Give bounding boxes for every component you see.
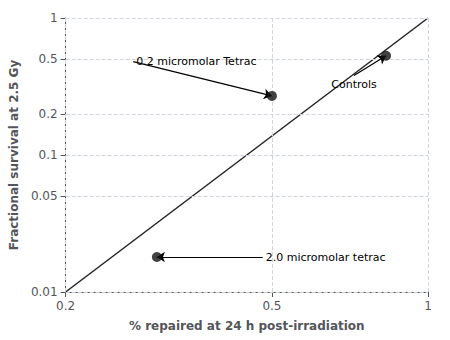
- svg-text:0.2: 0.2: [39, 107, 58, 121]
- svg-text:0.5: 0.5: [39, 52, 58, 66]
- svg-text:% repaired at 24 h post-irradi: % repaired at 24 h post-irradiation: [129, 319, 365, 333]
- svg-text:Fractional survival at 2.5 Gy: Fractional survival at 2.5 Gy: [7, 60, 21, 251]
- svg-text:0.2 micromolar Tetrac: 0.2 micromolar Tetrac: [136, 55, 256, 68]
- svg-text:1: 1: [424, 299, 432, 313]
- svg-text:2.0 micromolar tetrac: 2.0 micromolar tetrac: [266, 251, 386, 264]
- svg-text:Controls: Controls: [331, 78, 377, 91]
- svg-text:0.05: 0.05: [31, 189, 58, 203]
- svg-text:1: 1: [50, 11, 58, 25]
- svg-text:0.5: 0.5: [262, 299, 281, 313]
- svg-text:0.2: 0.2: [56, 299, 75, 313]
- svg-text:0.01: 0.01: [31, 285, 58, 299]
- svg-text:0.1: 0.1: [39, 148, 58, 162]
